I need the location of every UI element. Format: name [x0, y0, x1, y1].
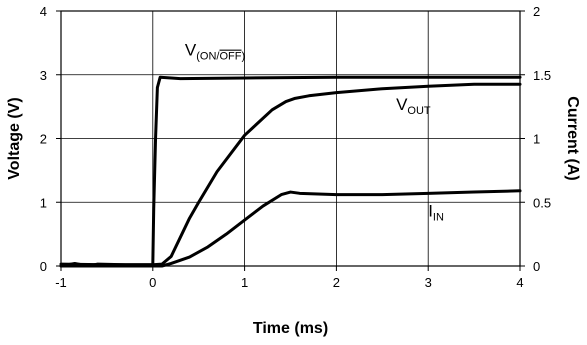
- series: [59, 75, 522, 268]
- series-line-vout: [59, 82, 522, 268]
- y2-tick-label-1: 0.5: [533, 195, 551, 210]
- y2-tick-label-3: 1.5: [533, 68, 551, 83]
- series-line-v-on-off: [59, 75, 522, 267]
- y2-axis-title: Current (A): [564, 96, 581, 180]
- y-axis-title: Voltage (V): [6, 97, 23, 179]
- annotation-0: V(ON/OFF): [185, 41, 245, 63]
- y-tick-label-3: 3: [40, 68, 47, 83]
- y-tick-label-2: 2: [40, 132, 47, 147]
- x-tick-label-4: 3: [425, 275, 432, 290]
- y-tick-label-4: 4: [40, 4, 47, 19]
- y2-tick-label-0: 0: [533, 259, 540, 274]
- x-tick-label-1: 0: [149, 275, 156, 290]
- y-tick-label-1: 1: [40, 195, 47, 210]
- annotation-1: VOUT: [396, 95, 431, 117]
- y-tick-label-0: 0: [40, 259, 47, 274]
- x-tick-label-5: 4: [516, 275, 523, 290]
- series-line-iin: [59, 189, 522, 268]
- x-tick-label-0: -1: [55, 275, 67, 290]
- annotation-2: IIN: [428, 201, 444, 223]
- gridlines: [61, 11, 520, 266]
- x-axis-title: Time (ms): [253, 320, 328, 337]
- y2-tick-label-4: 2: [533, 4, 540, 19]
- x-tick-label-3: 2: [333, 275, 340, 290]
- annotations: V(ON/OFF) VOUT IIN: [185, 41, 444, 224]
- ticks: [56, 10, 525, 271]
- y2-tick-label-2: 1: [533, 132, 540, 147]
- x-tick-label-2: 1: [241, 275, 248, 290]
